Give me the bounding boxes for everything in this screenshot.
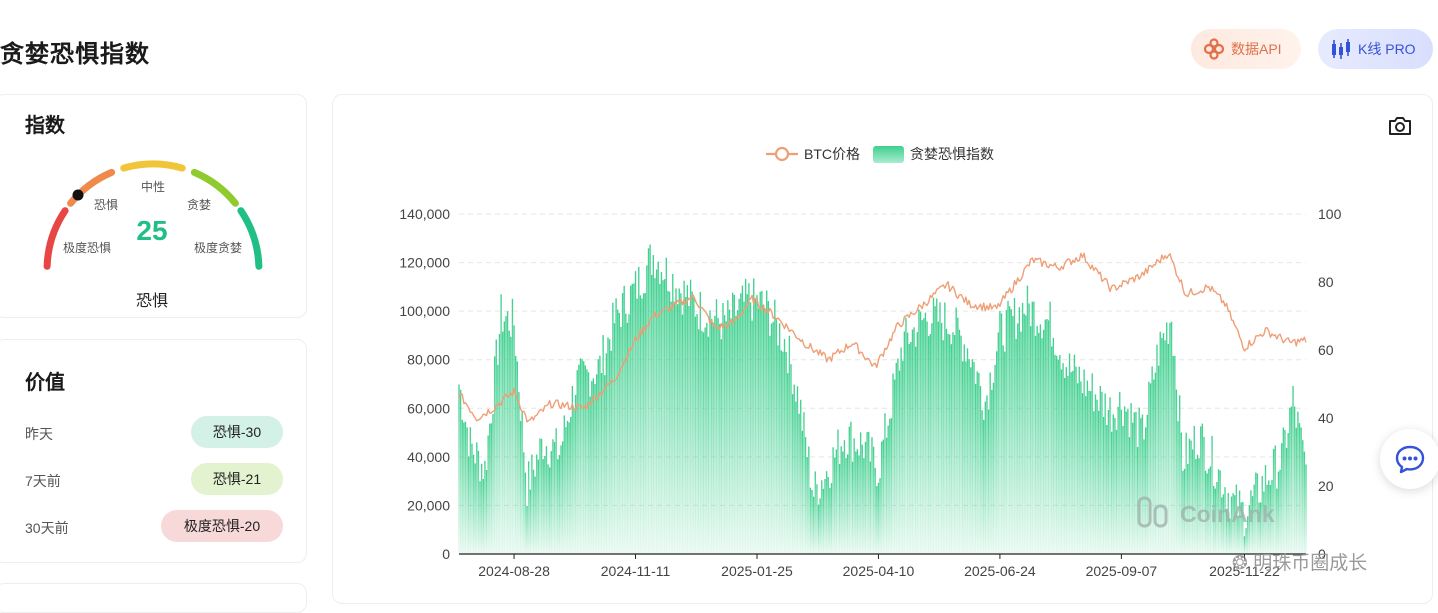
data-api-button[interactable]: 数据API xyxy=(1191,29,1301,69)
bottom-card xyxy=(0,583,307,613)
gauge-label-greed: 贪婪 xyxy=(187,198,212,212)
camera-icon[interactable] xyxy=(1387,115,1413,137)
gauge-pointer xyxy=(72,189,84,201)
value-card: 价值 昨天 恐惧-30 7天前 恐惧-21 30天前 极度恐惧-20 xyxy=(0,339,307,563)
gauge-label-extreme-fear: 极度恐惧 xyxy=(63,241,112,255)
footer-watermark: ❂ 明珠币圈成长 xyxy=(1232,548,1367,575)
gauge-label-neutral: 中性 xyxy=(141,180,166,194)
gauge-segment-neutral xyxy=(120,160,186,172)
chat-bubble-icon xyxy=(1395,445,1425,474)
value-card-title: 价值 xyxy=(25,372,65,394)
fear-greed-gauge xyxy=(43,160,263,270)
chart-card xyxy=(332,94,1433,604)
watermark-logo-icon: ❂ xyxy=(1232,553,1248,574)
gauge-segment-extreme-greed xyxy=(237,207,263,270)
candlestick-icon xyxy=(1332,39,1350,59)
index-card-title: 指数 xyxy=(25,115,65,137)
index-value: 25 xyxy=(136,215,168,246)
value-row-label: 30天前 xyxy=(25,520,69,536)
api-icon xyxy=(1203,38,1225,60)
data-api-label: 数据API xyxy=(1231,41,1282,57)
value-row-badge: 恐惧-21 xyxy=(191,463,283,495)
gauge-segment-extreme-fear xyxy=(43,207,69,270)
gauge-segment-fear xyxy=(67,168,116,207)
kline-pro-label: K线 PRO xyxy=(1358,41,1416,57)
kline-pro-button[interactable]: K线 PRO xyxy=(1318,29,1433,69)
footer-watermark-text: 明珠币圈成长 xyxy=(1253,553,1368,574)
index-card: 指数 极度恐惧 恐惧 中性 贪婪 极度贪婪 25 恐惧 xyxy=(0,94,307,318)
value-row-7-days-ago: 7天前 恐惧-21 xyxy=(25,463,283,497)
value-row-30-days-ago: 30天前 极度恐惧-20 xyxy=(25,510,283,544)
chat-button[interactable] xyxy=(1380,429,1438,489)
value-row-yesterday: 昨天 恐惧-30 xyxy=(25,416,283,450)
page-title: 贪婪恐惧指数 xyxy=(0,41,150,68)
value-row-label: 昨天 xyxy=(25,426,53,442)
value-row-badge: 极度恐惧-20 xyxy=(161,510,283,542)
value-row-badge: 恐惧-30 xyxy=(191,416,283,448)
index-status: 恐惧 xyxy=(135,293,168,310)
gauge-label-fear: 恐惧 xyxy=(94,198,119,212)
gauge-label-extreme-greed: 极度贪婪 xyxy=(194,241,243,255)
gauge-segment-greed xyxy=(190,168,239,207)
value-row-label: 7天前 xyxy=(25,473,61,489)
